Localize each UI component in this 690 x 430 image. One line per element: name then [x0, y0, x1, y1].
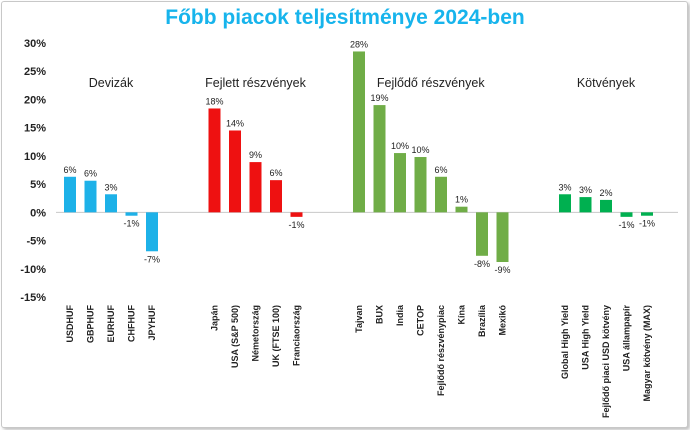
data-label: 3% [558, 182, 571, 192]
data-label: 10% [391, 141, 409, 151]
chart-title: Főbb piacok teljesítménye 2024-ben [165, 6, 525, 29]
category-label: USDHUF [65, 304, 75, 342]
category-label: JPYHUF [147, 305, 157, 341]
bar [146, 212, 158, 252]
data-label: 2% [599, 188, 612, 198]
bar [290, 212, 303, 217]
data-label: -8% [474, 259, 490, 269]
bar [455, 206, 468, 213]
category-label: Brazília [477, 304, 487, 337]
y-tick-label: 15% [24, 123, 46, 135]
data-label: 6% [269, 168, 282, 178]
data-label: -9% [494, 265, 510, 275]
category-label: Franciaország [292, 305, 302, 366]
group-label: Kötvények [577, 76, 636, 90]
data-label: 14% [226, 118, 244, 128]
group-label: Fejlődő részvények [377, 76, 485, 90]
data-label: -1% [123, 219, 139, 229]
data-label: -1% [618, 220, 634, 230]
category-label: USA High Yield [581, 305, 591, 370]
group-label: Devizák [89, 76, 134, 90]
data-label: 19% [370, 93, 388, 103]
category-label: USA állampapír [622, 305, 632, 372]
bar [125, 212, 138, 216]
y-tick-label: -5% [26, 236, 46, 248]
category-label: Mexikó [498, 305, 508, 336]
category-label: Japán [210, 305, 220, 331]
bar [353, 51, 365, 213]
category-label: CETOP [416, 305, 426, 336]
data-label: -1% [288, 220, 304, 230]
bar [559, 194, 571, 213]
category-label: India [395, 304, 405, 326]
data-label: 10% [411, 145, 429, 155]
category-label: Global High Yield [560, 305, 570, 379]
bar [496, 212, 509, 263]
y-tick-label: 0% [30, 207, 46, 219]
y-tick-label: 5% [30, 179, 46, 191]
bar [620, 212, 633, 217]
bar [373, 105, 386, 213]
data-label: 6% [434, 165, 447, 175]
bar [641, 212, 653, 216]
category-label: CHFHUF [127, 305, 137, 342]
bar [435, 176, 447, 213]
y-tick-label: 20% [24, 94, 46, 106]
bar [394, 153, 406, 213]
category-label: EURHUF [106, 304, 116, 342]
data-label: 18% [205, 96, 223, 106]
category-label: Németország [251, 305, 261, 362]
category-label: USA (S&P 500) [230, 305, 240, 368]
bar [476, 212, 488, 256]
data-label: 6% [63, 165, 76, 175]
category-label: GBPHUF [86, 304, 96, 343]
data-label: 6% [84, 169, 97, 179]
category-label: BUX [375, 305, 385, 324]
bar [105, 194, 117, 213]
bar [270, 180, 282, 213]
category-label: Kína [457, 304, 467, 324]
y-tick-label: 30% [24, 38, 46, 50]
data-label: 28% [350, 39, 368, 49]
category-label: Fejlődő részvénypiac [436, 305, 446, 396]
bar [600, 199, 612, 213]
bar [579, 197, 592, 213]
y-tick-label: -15% [20, 292, 46, 304]
data-label: 3% [579, 185, 592, 195]
bar [249, 162, 262, 213]
data-label: 3% [104, 182, 117, 192]
category-label: Magyar kötvény (MAX) [642, 305, 652, 402]
category-label: Fejlődő piaci USD kötvény [601, 305, 611, 418]
bar [64, 176, 76, 213]
bar [84, 180, 97, 213]
y-tick-label: -10% [20, 264, 46, 276]
category-label: Tajvan [354, 305, 364, 333]
data-label: -1% [639, 219, 655, 229]
bar [208, 108, 221, 213]
category-label: UK (FTSE 100) [271, 305, 281, 367]
data-label: -7% [144, 254, 160, 264]
data-label: 9% [249, 150, 262, 160]
bar [414, 157, 427, 213]
y-tick-label: 25% [24, 66, 46, 78]
y-tick-label: 10% [24, 151, 46, 163]
group-label: Fejlett részvények [205, 76, 306, 90]
data-label: 1% [455, 195, 468, 205]
bar [229, 130, 241, 213]
